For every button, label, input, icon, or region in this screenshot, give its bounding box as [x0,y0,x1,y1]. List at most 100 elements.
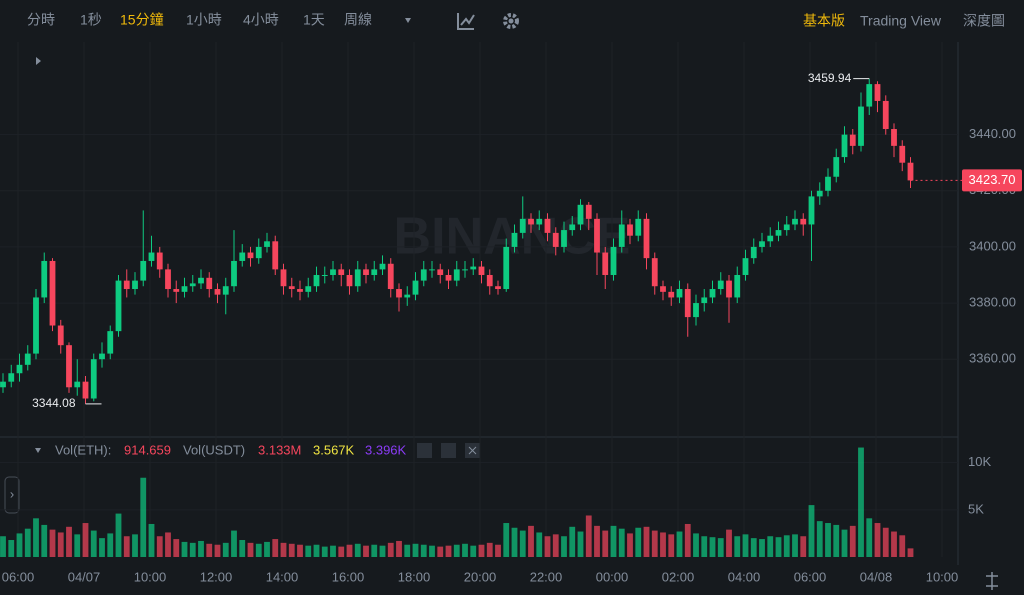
view-tab[interactable]: 深度圖 [963,13,1005,29]
candle-body [321,274,328,276]
candle-body [726,280,732,298]
candle-body [882,100,889,130]
indicator-icon[interactable] [457,13,475,30]
view-tab[interactable]: Trading View [860,13,942,29]
candle-body [247,252,254,259]
candle-body [899,145,906,163]
candle-body [338,269,345,275]
candle-body [734,274,741,298]
candle-body [49,260,56,326]
candle-body [165,269,171,290]
x-tick-label: 10:00 [926,569,959,584]
settings-small-icon[interactable] [441,443,456,458]
settings-icon[interactable] [503,13,519,29]
legend-label: Vol(USDT) [183,442,245,457]
y-tick-label: 3360.00 [969,351,1016,366]
candle-body [816,190,823,197]
volume-bar [470,545,477,557]
legend-value: 3.133M [258,442,301,457]
candle-body [264,241,270,247]
volume-bar [313,544,320,557]
volume-bar [891,531,897,557]
volume-bar [387,542,394,557]
collapse-arrow[interactable] [36,57,41,65]
candle-body [544,218,551,233]
candle-body [346,274,353,287]
candle-body [767,235,774,242]
volume-bar [280,542,287,557]
volume-bar [594,525,600,557]
volume-bar [759,539,765,557]
volume-bar [462,543,468,557]
volume-bar [255,543,262,557]
candle-body [907,162,914,181]
candle-body [420,269,427,281]
candle-body [404,294,411,298]
candle-body [239,252,246,261]
volume-bar [288,543,295,557]
candle-body [792,218,798,225]
interval-tab[interactable]: 1天 [303,12,325,28]
interval-tab[interactable]: 4小時 [243,12,279,28]
candle-body [214,289,221,295]
candle-body [668,291,675,298]
volume-bar [734,536,741,557]
candle-body [387,263,394,290]
eye-icon[interactable] [417,443,432,458]
volume-bar [165,532,171,557]
candle-body [594,218,600,253]
legend-label: Vol(ETH): [55,442,111,457]
interval-tab[interactable]: 分時 [27,12,55,28]
volume-bar [519,530,526,557]
volume-bar [668,534,675,557]
candle-body [808,196,815,225]
volume-bar [866,518,873,557]
volume-bar [123,536,130,557]
volume-bar [8,540,15,557]
volume-bar [503,523,510,557]
volume-bar [544,536,551,557]
candle-body [742,258,749,275]
y-tick-label: 3400.00 [969,238,1016,253]
volume-toggle[interactable] [35,448,41,453]
candle-body [297,289,303,292]
volume-bar [107,533,114,557]
view-tab[interactable]: 基本版 [803,13,845,29]
interval-tab[interactable]: 15分鐘 [120,12,164,28]
volume-bar [420,544,427,557]
interval-tab[interactable]: 1秒 [80,12,102,28]
interval-tab[interactable]: 1小時 [186,12,222,28]
candle-body [833,157,840,177]
candle-body [330,269,336,275]
max-label: 3459.94 [808,71,852,85]
candle-body [891,129,897,146]
volume-bar [437,546,444,557]
volume-bar [181,541,188,557]
candle-body [198,277,204,284]
candle-body [288,286,295,290]
candle-body [511,232,518,247]
settings-icon-center [508,18,514,24]
volume-bar [272,539,279,557]
candle-body [585,204,592,219]
x-tick-label: 16:00 [332,569,365,584]
volume-bar [577,531,584,557]
interval-tab[interactable]: 周線 [344,12,372,28]
volume-bar [346,544,353,557]
expand-button[interactable] [4,476,20,514]
volume-bar [231,530,237,557]
volume-bar [569,526,576,557]
volume-bar [371,544,378,557]
close-x [468,446,477,455]
volume-bar [495,544,501,557]
candle-body [676,289,683,298]
axis-settings[interactable] [986,572,998,590]
candle-body [519,218,526,233]
volume-bar [16,533,23,557]
candle-body [132,280,138,290]
candle-body [354,269,361,287]
candle-body [99,353,105,360]
x-tick-label: 12:00 [200,569,233,584]
dropdown[interactable] [405,18,411,23]
candle-body [528,218,534,225]
